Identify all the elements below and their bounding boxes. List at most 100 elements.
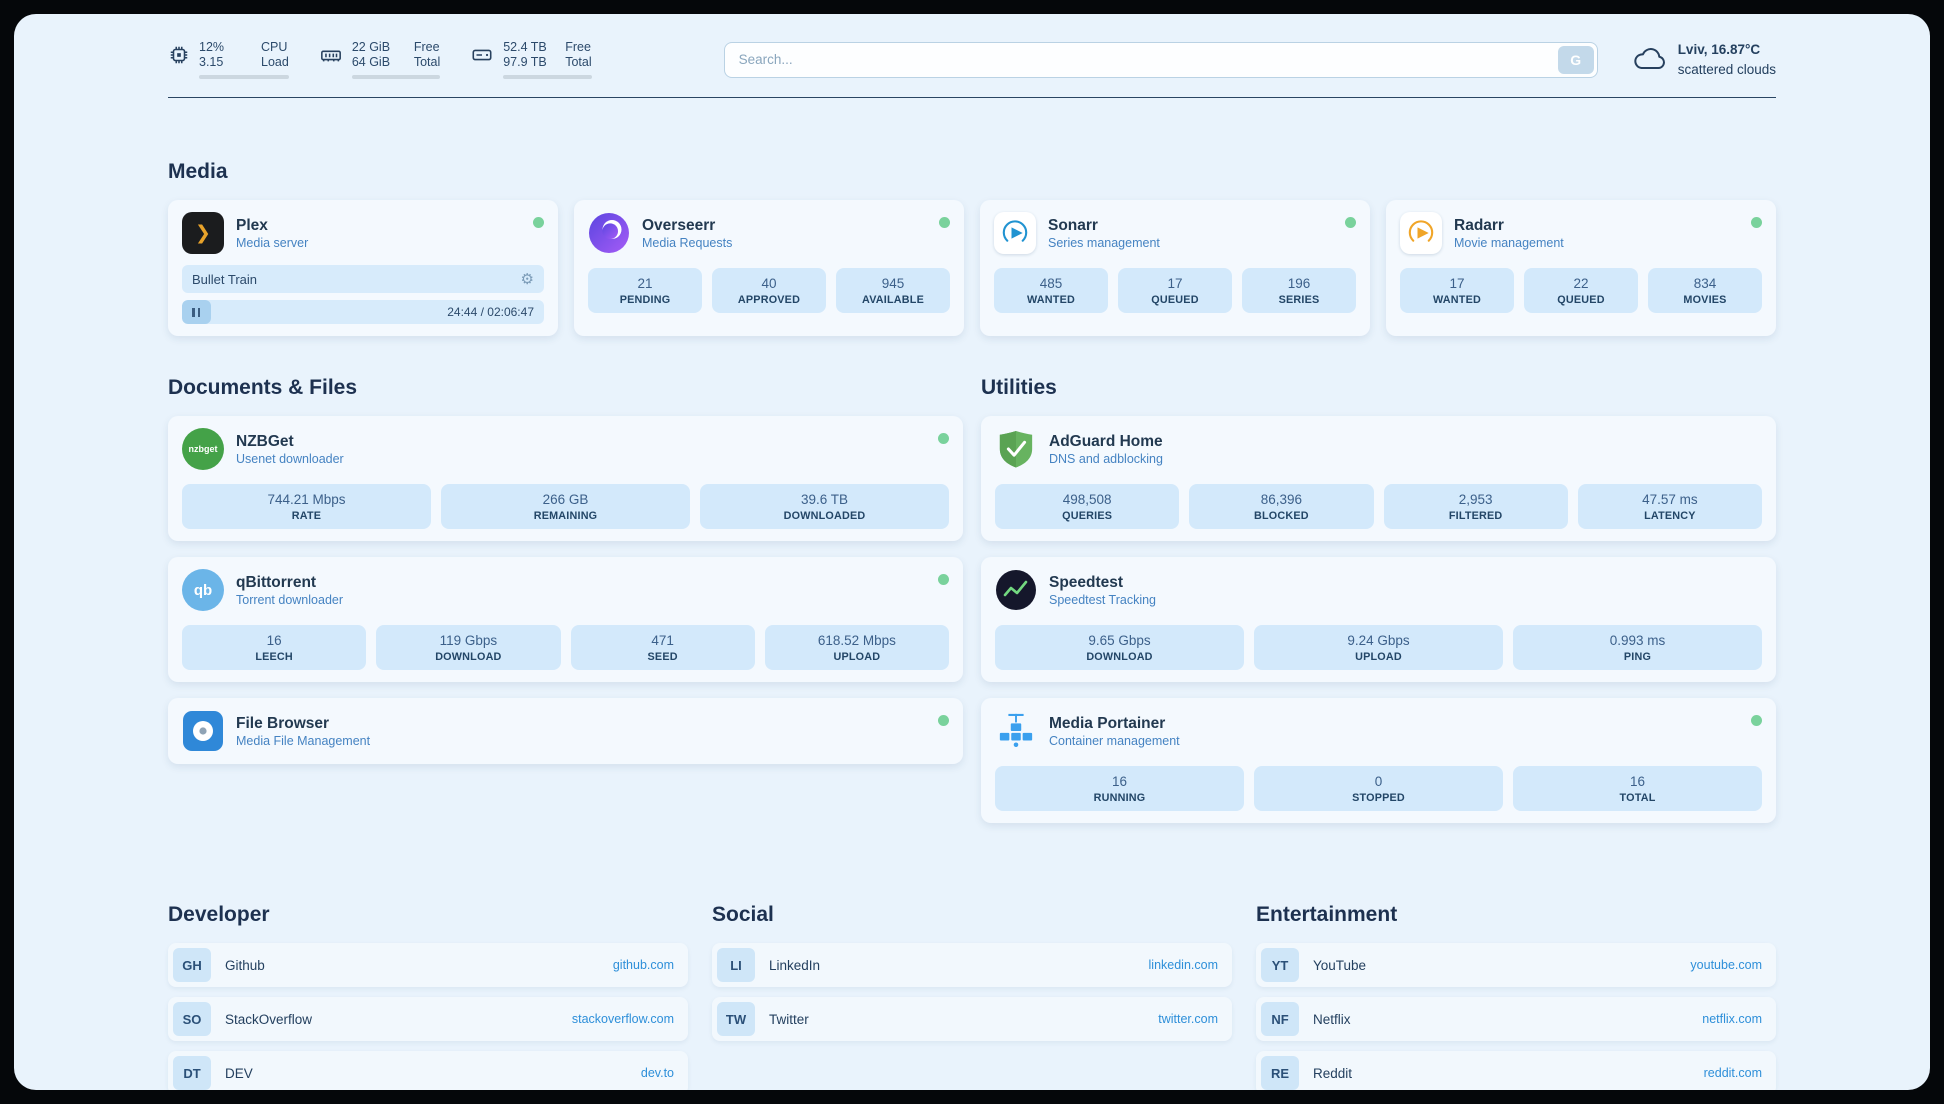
app-name: File Browser (236, 714, 330, 732)
status-dot (938, 715, 949, 727)
app-card-radarr[interactable]: Radarr Movie management 17 WANTED 22 QUE… (1386, 200, 1776, 337)
bookmark-reddit[interactable]: RE Reddit reddit.com (1256, 1051, 1776, 1090)
stat-stopped: 0 STOPPED (1254, 766, 1503, 812)
bookmark-youtube[interactable]: YT YouTube youtube.com (1256, 943, 1776, 988)
bookmark-url[interactable]: linkedin.com (1148, 958, 1218, 973)
stat-upload: 9.24 Gbps UPLOAD (1254, 625, 1503, 671)
nzbget-icon: nzbget (182, 428, 224, 471)
github-icon: GH (173, 948, 211, 983)
stat-latency: 47.57 ms LATENCY (1577, 484, 1762, 530)
section-title-documents: Documents & Files (168, 376, 358, 400)
bookmark-url[interactable]: github.com (612, 958, 674, 973)
app-card-overseerr[interactable]: Overseerr Media Requests 21 PENDING 40 A… (574, 200, 964, 337)
app-name: qBittorrent (236, 573, 317, 591)
ram-total-label: Total (413, 55, 441, 70)
stat-running: 16 RUNNING (995, 766, 1244, 812)
app-card-filebrowser[interactable]: File Browser Media File Management (168, 698, 963, 765)
stat-upload: 618.52 Mbps UPLOAD (764, 625, 949, 671)
bookmark-url[interactable]: youtube.com (1690, 958, 1762, 973)
stat-queries: 498,508 QUERIES (995, 484, 1180, 530)
app-name: Sonarr (1048, 216, 1098, 234)
app-card-qbittorrent[interactable]: qb qBittorrent Torrent downloader 16 LEE… (168, 557, 963, 683)
app-card-nzbget[interactable]: nzbget NZBGet Usenet downloader 744.21 M… (168, 416, 963, 542)
status-dot (938, 574, 949, 586)
status-dot (1751, 217, 1762, 229)
app-card-plex[interactable]: ❯ Plex Media server Bullet Train ⚙ 24:44 (168, 200, 558, 337)
bookmark-url[interactable]: stackoverflow.com (571, 1012, 674, 1027)
search-bar: G (723, 41, 1598, 78)
bookmark-url[interactable]: twitter.com (1158, 1012, 1218, 1027)
bookmark-stackoverflow[interactable]: SO StackOverflow stackoverflow.com (168, 997, 688, 1042)
playback-progress-bar[interactable]: 24:44 / 02:06:47 (182, 300, 544, 325)
stat-wanted: 485 WANTED (994, 268, 1108, 314)
app-desc: Media File Management (236, 734, 371, 749)
stat-download: 9.65 Gbps DOWNLOAD (995, 625, 1244, 671)
app-desc: Media Requests (642, 236, 733, 251)
app-name: Overseerr (642, 216, 716, 234)
app-card-speedtest[interactable]: Speedtest Speedtest Tracking 9.65 Gbps D… (981, 557, 1776, 683)
overseerr-icon (588, 212, 630, 254)
filebrowser-icon (182, 710, 224, 752)
app-desc: Speedtest Tracking (1049, 593, 1157, 608)
topbar-divider (168, 97, 1776, 99)
twitter-icon: TW (717, 1002, 755, 1037)
disk-total-value: 97.9 TB (503, 55, 547, 70)
stat-wanted: 17 WANTED (1400, 268, 1514, 314)
status-dot (1751, 715, 1762, 727)
bookmark-group-social: Social LI LinkedIn linkedin.com TW Twitt… (712, 903, 1232, 1090)
google-search-button[interactable]: G (1557, 45, 1594, 74)
playback-progress-fill (182, 300, 211, 325)
cpu-load-label: Load (261, 55, 289, 70)
weather-location: Lviv, 16.87°C (1677, 42, 1761, 57)
ram-stat: 22 GiB Free 64 GiB Total (319, 40, 441, 80)
bookmark-twitter[interactable]: TW Twitter twitter.com (712, 997, 1232, 1042)
app-card-portainer[interactable]: Media Portainer Container management 16 … (981, 698, 1776, 824)
status-dot (1345, 217, 1356, 229)
disk-total-label: Total (565, 55, 592, 70)
bookmark-github[interactable]: GH Github github.com (168, 943, 688, 988)
stackoverflow-icon: SO (173, 1002, 211, 1037)
stat-approved: 40 APPROVED (712, 268, 826, 314)
stat-rate: 744.21 Mbps RATE (182, 484, 431, 530)
status-dot (533, 217, 544, 229)
adguard-icon (995, 428, 1037, 470)
stat-queued: 17 QUEUED (1118, 268, 1232, 314)
cpu-usage-value: 12% (199, 40, 225, 55)
app-card-adguard[interactable]: AdGuard Home DNS and adblocking 498,508 … (981, 416, 1776, 542)
ram-total-value: 64 GiB (351, 55, 391, 70)
cpu-load-value: 3.15 (199, 55, 224, 70)
youtube-icon: YT (1261, 948, 1299, 983)
reddit-icon: RE (1261, 1056, 1299, 1090)
bookmark-url[interactable]: netflix.com (1702, 1012, 1762, 1027)
stat-seed: 471 SEED (570, 625, 755, 671)
bookmark-dev[interactable]: DT DEV dev.to (168, 1051, 688, 1090)
stat-ping: 0.993 ms PING (1513, 625, 1762, 671)
dev-icon: DT (173, 1056, 211, 1090)
cpu-chip-icon (168, 44, 190, 66)
stat-movies: 834 MOVIES (1648, 268, 1762, 314)
bookmark-url[interactable]: dev.to (640, 1066, 674, 1081)
weather-widget: Lviv, 16.87°C scattered clouds (1632, 40, 1776, 79)
stat-filtered: 2,953 FILTERED (1383, 484, 1568, 530)
app-desc: Media server (236, 236, 309, 251)
ram-icon (319, 44, 343, 66)
speedtest-icon (995, 569, 1037, 611)
dashboard-panel: 12% CPU 3.15 Load 22 (14, 14, 1930, 1090)
app-card-sonarr[interactable]: Sonarr Series management 485 WANTED 17 Q… (980, 200, 1370, 337)
section-title-entertainment: Entertainment (1256, 903, 1398, 927)
bookmark-linkedin[interactable]: LI LinkedIn linkedin.com (712, 943, 1232, 988)
stat-leech: 16 LEECH (182, 625, 367, 671)
app-desc: Container management (1049, 734, 1180, 749)
status-dot (938, 433, 949, 445)
bookmark-url[interactable]: reddit.com (1703, 1066, 1762, 1081)
stat-download: 119 Gbps DOWNLOAD (376, 625, 561, 671)
gear-icon[interactable]: ⚙ (520, 271, 534, 289)
bookmark-netflix[interactable]: NF Netflix netflix.com (1256, 997, 1776, 1042)
netflix-icon: NF (1261, 1002, 1299, 1037)
cloud-icon (1632, 46, 1668, 73)
app-name: Plex (236, 216, 268, 234)
search-input[interactable] (723, 41, 1598, 78)
app-desc: Movie management (1454, 236, 1564, 251)
app-name: NZBGet (236, 432, 294, 450)
cpu-label: CPU (261, 40, 288, 55)
